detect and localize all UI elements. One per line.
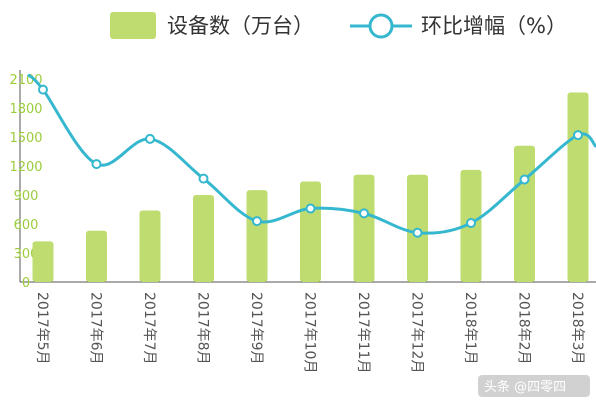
bar-2017年9月 xyxy=(246,190,268,282)
y-tick-label: 2100 xyxy=(9,73,42,88)
bar-2018年2月 xyxy=(514,145,535,282)
bar-2017年5月 xyxy=(32,241,54,282)
line-point-2017年6月 xyxy=(91,159,102,170)
x-tick-label: 2018年2月 xyxy=(516,292,532,365)
x-tick-label: 2017年8月 xyxy=(195,292,211,365)
y-tick-label: 300 xyxy=(14,247,39,262)
y-tick-label: 1500 xyxy=(9,131,42,146)
line-point-2017年12月 xyxy=(412,227,423,238)
legend-line-label: 环比增幅（%） xyxy=(421,14,567,38)
legend: 设备数（万台） 环比增幅（%） xyxy=(110,12,567,39)
line-point-2018年3月 xyxy=(573,130,583,141)
line-point-2017年5月 xyxy=(38,84,48,95)
line-point-2017年11月 xyxy=(359,208,369,219)
watermark-backdrop xyxy=(478,375,590,397)
line-point-2018年1月 xyxy=(466,218,476,229)
bar-2017年10月 xyxy=(300,181,321,282)
watermark-text: 头条 @四零四 xyxy=(484,379,566,395)
bar-2018年3月 xyxy=(567,92,589,283)
bar-2017年8月 xyxy=(193,195,214,282)
y-tick-label: 0 xyxy=(22,276,30,291)
y-tick-label: 600 xyxy=(14,218,39,233)
y-tick-label: 1200 xyxy=(9,160,42,175)
bar-2017年6月 xyxy=(86,230,107,282)
y-tick-label: 900 xyxy=(14,189,39,204)
y-tick-labels: 0 300 600 900 1200 1500 1800 2100 xyxy=(9,73,42,291)
line-series xyxy=(26,73,596,238)
legend-bar-swatch xyxy=(110,12,156,39)
line-point-2017年9月 xyxy=(252,216,262,227)
line-point-2017年7月 xyxy=(145,133,155,144)
watermark: 头条 @四零四 xyxy=(478,375,590,397)
line-point-2017年10月 xyxy=(305,203,316,214)
x-tick-label: 2017年12月 xyxy=(409,292,425,373)
bar-2017年7月 xyxy=(139,210,161,282)
x-tick-label: 2018年3月 xyxy=(569,292,585,365)
x-tick-label: 2018年1月 xyxy=(462,292,478,365)
legend-bar-label: 设备数（万台） xyxy=(167,14,314,38)
x-tick-label: 2017年9月 xyxy=(248,292,264,365)
x-tick-label: 2017年11月 xyxy=(355,292,371,373)
line-point-2017年8月 xyxy=(198,173,209,184)
bar-series xyxy=(32,92,589,283)
x-tick-label: 2017年6月 xyxy=(88,292,104,365)
x-tick-label: 2017年5月 xyxy=(34,292,50,365)
x-tick-label: 2017年7月 xyxy=(141,292,157,365)
line-point-2018年2月 xyxy=(519,174,530,185)
legend-line-marker xyxy=(368,13,394,39)
bar-2017年11月 xyxy=(353,174,375,282)
y-tick-label: 1800 xyxy=(9,102,42,117)
x-tick-label: 2017年10月 xyxy=(302,292,318,373)
x-tick-labels: 2017年5月 2017年6月 2017年7月 2017年8月 2017年9月 2017年… xyxy=(34,292,585,373)
